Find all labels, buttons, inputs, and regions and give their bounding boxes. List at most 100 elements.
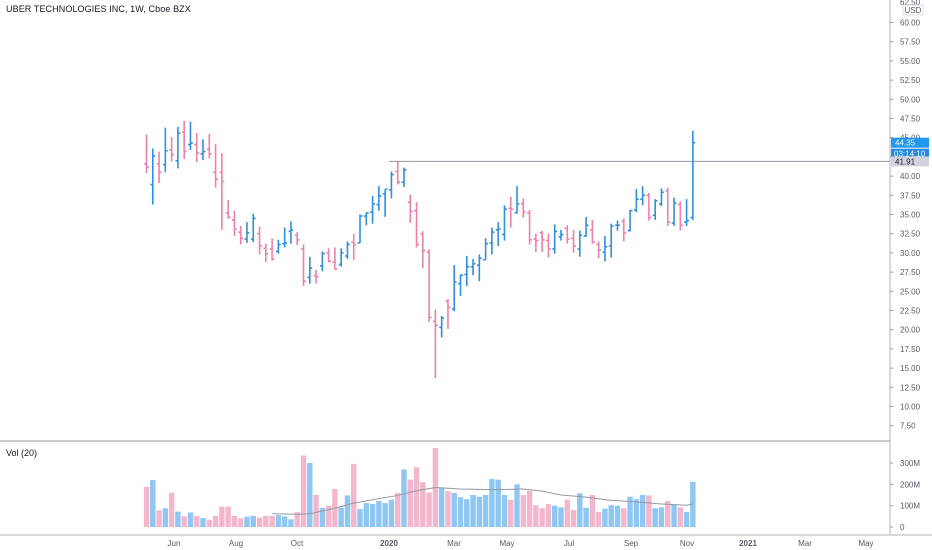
ohlc-bar[interactable]: [552, 224, 558, 254]
ohlc-bar[interactable]: [514, 186, 520, 214]
ohlc-bar[interactable]: [345, 241, 350, 260]
ohlc-bar[interactable]: [677, 201, 683, 231]
volume-bar[interactable]: [570, 509, 577, 527]
volume-bar[interactable]: [143, 486, 150, 527]
ohlc-bar[interactable]: [633, 189, 639, 213]
volume-bar[interactable]: [526, 490, 533, 527]
volume-bar[interactable]: [595, 512, 602, 527]
ohlc-bar[interactable]: [250, 213, 256, 243]
ohlc-bar[interactable]: [640, 186, 646, 206]
ohlc-bar[interactable]: [596, 241, 602, 259]
ohlc-bar[interactable]: [156, 151, 162, 184]
ohlc-bar[interactable]: [307, 256, 313, 284]
ohlc-bar[interactable]: [627, 209, 633, 232]
volume-bar[interactable]: [395, 492, 401, 527]
ohlc-bar[interactable]: [690, 130, 696, 220]
volume-bar[interactable]: [489, 479, 495, 527]
volume-bar[interactable]: [344, 495, 351, 527]
volume-bar[interactable]: [639, 495, 646, 527]
ohlc-bar[interactable]: [414, 202, 419, 248]
ohlc-bar[interactable]: [659, 188, 664, 207]
ohlc-bar[interactable]: [508, 196, 514, 228]
volume-bar[interactable]: [288, 519, 294, 527]
volume-bar[interactable]: [470, 495, 476, 527]
ohlc-bar[interactable]: [602, 236, 608, 262]
volume-bar[interactable]: [583, 507, 589, 527]
ohlc-bar[interactable]: [615, 220, 620, 231]
volume-bar[interactable]: [357, 509, 363, 527]
volume-bar[interactable]: [206, 519, 212, 527]
volume-bar[interactable]: [351, 463, 357, 527]
ohlc-bar[interactable]: [301, 244, 306, 286]
volume-bar[interactable]: [413, 467, 420, 527]
ohlc-bar[interactable]: [571, 229, 576, 253]
ohlc-bar[interactable]: [200, 139, 206, 160]
ohlc-bar[interactable]: [213, 143, 218, 188]
ohlc-bar[interactable]: [665, 187, 671, 227]
ohlc-bar[interactable]: [671, 197, 677, 227]
volume-bar[interactable]: [194, 515, 200, 527]
volume-bar[interactable]: [238, 518, 244, 527]
ohlc-bar[interactable]: [244, 222, 250, 243]
ohlc-bar[interactable]: [407, 194, 413, 223]
ohlc-bar[interactable]: [319, 251, 325, 272]
ohlc-bar[interactable]: [275, 239, 281, 254]
volume-bar[interactable]: [539, 508, 545, 527]
volume-bar[interactable]: [313, 495, 319, 527]
volume-bar[interactable]: [225, 506, 231, 527]
volume-bar[interactable]: [476, 496, 483, 527]
volume-bar[interactable]: [426, 492, 432, 527]
volume-bar[interactable]: [244, 516, 250, 527]
ohlc-bar[interactable]: [401, 167, 407, 187]
ohlc-bar[interactable]: [546, 233, 551, 258]
ohlc-bar[interactable]: [458, 274, 463, 296]
level-price-badge[interactable]: [891, 156, 929, 167]
ohlc-bar[interactable]: [527, 209, 532, 245]
volume-bar[interactable]: [376, 500, 382, 527]
ohlc-bar[interactable]: [684, 199, 689, 227]
ohlc-bar[interactable]: [238, 226, 244, 245]
volume-bar[interactable]: [369, 503, 376, 527]
ohlc-bar[interactable]: [583, 216, 589, 237]
volume-bar[interactable]: [325, 505, 332, 527]
ohlc-bar[interactable]: [420, 231, 426, 269]
volume-bar[interactable]: [451, 492, 457, 527]
volume-bar[interactable]: [501, 495, 508, 527]
volume-bar[interactable]: [275, 515, 282, 527]
volume-bar[interactable]: [658, 507, 665, 527]
volume-bar[interactable]: [181, 516, 187, 527]
ohlc-bar[interactable]: [589, 219, 595, 244]
volume-bar[interactable]: [445, 491, 451, 527]
volume-bar[interactable]: [307, 463, 313, 527]
ohlc-bar[interactable]: [495, 222, 501, 246]
ohlc-bar[interactable]: [144, 134, 149, 174]
volume-bar[interactable]: [589, 495, 596, 527]
volume-bar[interactable]: [671, 504, 677, 527]
ohlc-bar[interactable]: [489, 227, 495, 255]
ohlc-bar[interactable]: [652, 199, 658, 220]
ohlc-bar[interactable]: [232, 210, 237, 237]
volume-bar[interactable]: [363, 503, 369, 527]
ohlc-bar[interactable]: [194, 133, 200, 163]
volume-bar[interactable]: [577, 493, 583, 527]
ohlc-bar[interactable]: [646, 192, 652, 221]
volume-bar[interactable]: [294, 512, 300, 527]
volume-bar[interactable]: [150, 480, 156, 527]
volume-bar[interactable]: [552, 505, 558, 527]
volume-bar[interactable]: [633, 499, 640, 527]
volume-bar[interactable]: [200, 518, 206, 527]
ohlc-bar[interactable]: [439, 315, 445, 338]
volume-bar[interactable]: [438, 487, 445, 527]
countdown-badge[interactable]: [891, 148, 929, 159]
volume-bar[interactable]: [162, 508, 169, 527]
ohlc-bar[interactable]: [370, 196, 375, 224]
ohlc-bar[interactable]: [389, 171, 394, 199]
volume-bar[interactable]: [602, 508, 608, 527]
volume-bar[interactable]: [382, 503, 388, 527]
ohlc-bar[interactable]: [181, 120, 187, 160]
ohlc-bar[interactable]: [257, 226, 262, 255]
ohlc-bar[interactable]: [470, 259, 476, 276]
volume-bar[interactable]: [300, 455, 307, 527]
ohlc-bar[interactable]: [313, 269, 319, 284]
ohlc-bar[interactable]: [476, 254, 482, 282]
